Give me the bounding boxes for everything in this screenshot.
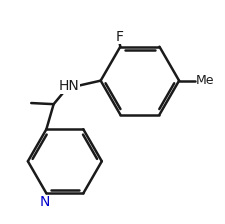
Text: N: N	[40, 195, 50, 209]
Text: Me: Me	[195, 74, 214, 87]
Text: HN: HN	[59, 79, 79, 93]
Text: F: F	[115, 30, 123, 44]
